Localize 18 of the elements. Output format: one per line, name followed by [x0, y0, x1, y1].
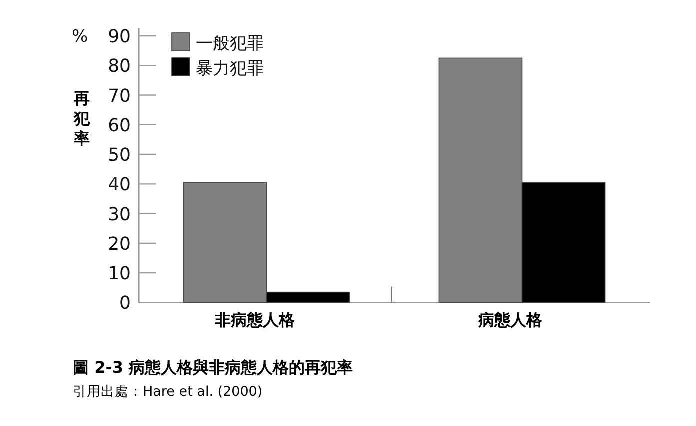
x-tick-label: 非病態人格 [214, 310, 296, 330]
text: 圖 2-3 病態人格與非病態人格的再犯率 [73, 358, 354, 377]
y-tick-label: 30 [108, 204, 131, 226]
y-axis-title: 再犯率 [73, 89, 91, 148]
x-tick-label: 病態人格 [477, 310, 544, 330]
y-tick-label: 10 [108, 264, 131, 285]
y-tick-label: 20 [108, 234, 131, 255]
y-tick-label: 70 [108, 86, 131, 107]
y-tick-label: 90 [108, 26, 131, 48]
y-tick-label: 80 [108, 56, 131, 78]
y-tick-label: 60 [108, 115, 131, 136]
text: 引用出處：Hare et al. (2000) [73, 384, 263, 400]
legend-label: 一般犯罪 [196, 34, 264, 54]
y-tick-label: 0 [120, 293, 131, 314]
y-tick-label: 50 [108, 145, 131, 166]
text: % [72, 27, 88, 47]
legend-label: 暴力犯罪 [196, 59, 264, 79]
y-tick-label: 40 [108, 174, 131, 196]
